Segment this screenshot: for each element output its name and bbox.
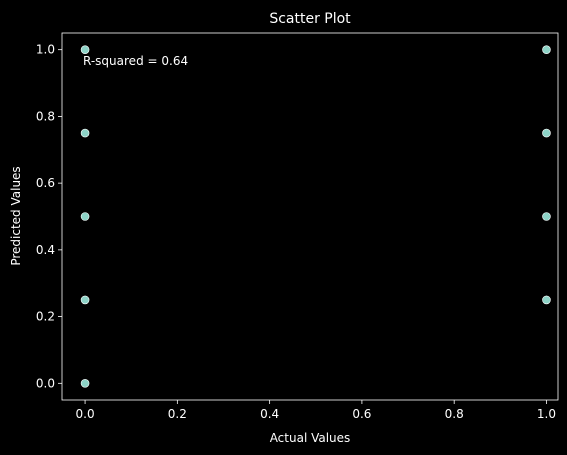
y-tick-label: 0.6: [36, 176, 55, 190]
scatter-point: [542, 128, 551, 138]
y-tick-label: 1.0: [36, 43, 55, 57]
y-tick-label: 0.4: [36, 243, 55, 257]
y-axis-ticks: 0.0 0.2 0.4 0.6 0.8 1.0: [36, 43, 62, 390]
x-tick-label: 0.8: [445, 407, 464, 421]
scatter-point: [80, 379, 90, 388]
scatter-point: [542, 45, 551, 54]
x-tick-label: 0.2: [168, 407, 187, 421]
x-tick-label: 0.6: [352, 407, 371, 421]
y-axis-label: Predicted Values: [9, 166, 23, 265]
r-squared-annotation: R-squared = 0.64: [83, 54, 188, 68]
scatter-point: [80, 128, 90, 138]
x-axis-label: Actual Values: [270, 431, 351, 445]
x-tick-label: 1.0: [537, 407, 556, 421]
x-tick-label: 0.0: [76, 407, 95, 421]
plot-frame: [61, 32, 559, 401]
x-tick-label: 0.4: [260, 407, 279, 421]
y-tick-label: 0.2: [36, 310, 55, 324]
scatter-point: [80, 295, 90, 305]
chart-title: Scatter Plot: [269, 11, 351, 27]
x-axis-ticks: 0.0 0.2 0.4 0.6 0.8 1.0: [76, 400, 556, 421]
scatter-point: [542, 295, 551, 305]
data-points: [80, 45, 551, 388]
y-tick-label: 0.0: [36, 376, 55, 390]
y-tick-label: 0.8: [36, 109, 55, 123]
scatter-point: [542, 212, 551, 221]
scatter-point: [80, 212, 90, 221]
scatter-point: [80, 45, 90, 54]
